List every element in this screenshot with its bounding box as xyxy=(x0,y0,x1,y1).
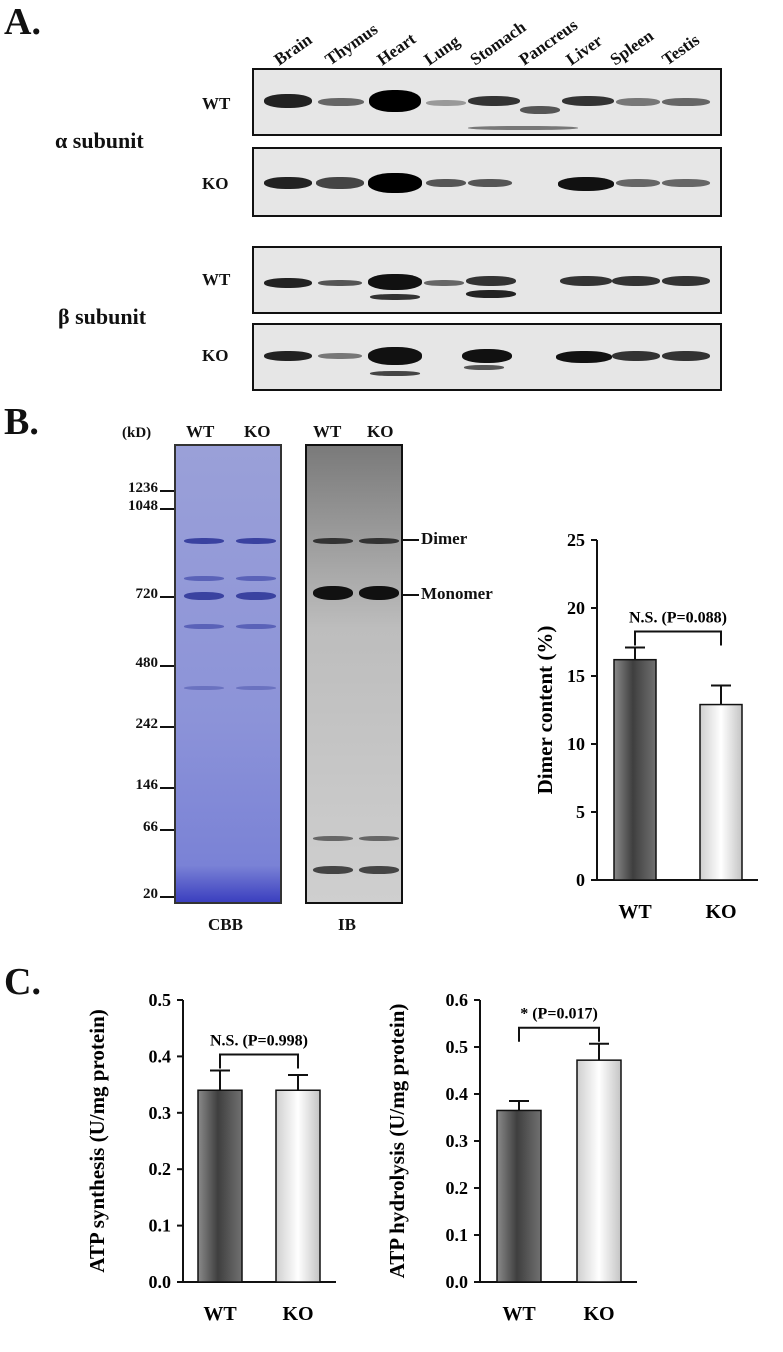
dimer-pointer xyxy=(403,539,419,541)
beta-subunit-label: β subunit xyxy=(58,304,147,329)
dimer-label: Dimer xyxy=(421,529,468,548)
marker-20: 20 xyxy=(143,886,158,902)
marker-tick xyxy=(160,726,174,728)
ib-gel xyxy=(305,444,403,904)
significance-bracket xyxy=(219,1053,299,1069)
y-tick-label: 0.0 xyxy=(149,1272,172,1292)
y-tick-label: 15 xyxy=(567,666,585,686)
x-tick-label: KO xyxy=(705,901,736,923)
marker-tick xyxy=(160,490,174,492)
row-label-wt-beta: WT xyxy=(202,270,231,289)
monomer-label: Monomer xyxy=(421,584,493,603)
y-tick-label: 0.3 xyxy=(446,1131,469,1151)
x-tick-label: WT xyxy=(203,1303,237,1325)
panel-b-label: B. xyxy=(4,401,39,443)
y-tick-label: 0.1 xyxy=(149,1216,172,1236)
cbb-gel xyxy=(174,444,282,904)
x-tick-label: KO xyxy=(583,1303,614,1325)
marker-tick xyxy=(160,596,174,598)
y-tick-label: 0.6 xyxy=(446,990,469,1010)
significance-label: N.S. (P=0.998) xyxy=(210,1033,308,1050)
cbb-label: CBB xyxy=(208,915,243,934)
bar-wt xyxy=(197,1089,243,1283)
marker-1048: 1048 xyxy=(128,498,158,514)
y-tick-label: 0.1 xyxy=(446,1225,469,1245)
marker-242: 242 xyxy=(135,716,159,732)
bar-wt xyxy=(496,1109,542,1283)
blot-alpha-wt xyxy=(252,68,722,136)
monomer-pointer xyxy=(403,594,419,596)
alpha-subunit-label: α subunit xyxy=(55,128,144,153)
y-tick-label: 10 xyxy=(567,734,585,754)
ib-lane-wt: WT xyxy=(313,422,342,441)
significance-label: N.S. (P=0.088) xyxy=(629,609,727,626)
marker-tick xyxy=(160,665,174,667)
blot-beta-wt xyxy=(252,246,722,314)
y-axis-label: ATP hydrolysis (U/mg protein) xyxy=(385,1004,409,1279)
significance-bracket xyxy=(634,630,722,646)
marker-480: 480 xyxy=(135,655,159,671)
y-tick-label: 0.4 xyxy=(446,1084,469,1104)
y-tick-label: 25 xyxy=(567,530,585,550)
y-tick-label: 0.3 xyxy=(149,1103,172,1123)
blot-beta-ko xyxy=(252,323,722,391)
significance-bracket xyxy=(518,1026,600,1042)
marker-tick xyxy=(160,508,174,510)
bar-wt xyxy=(613,658,657,881)
cbb-lane-ko: KO xyxy=(244,422,271,441)
marker-66: 66 xyxy=(143,819,158,835)
marker-1236: 1236 xyxy=(128,480,158,496)
x-tick-label: WT xyxy=(618,901,652,923)
panel-a-label: A. xyxy=(4,1,41,43)
y-tick-label: 0.2 xyxy=(446,1178,469,1198)
row-label-ko-beta: KO xyxy=(202,346,229,365)
bar-ko xyxy=(275,1089,321,1283)
y-tick-label: 0 xyxy=(576,870,585,890)
kd-label: (kD) xyxy=(122,425,152,441)
panel-c-label: C. xyxy=(4,961,41,1003)
y-tick-label: 0.0 xyxy=(446,1272,469,1292)
y-tick-label: 0.4 xyxy=(149,1046,172,1066)
y-tick-label: 0.5 xyxy=(149,990,172,1010)
ib-lane-ko: KO xyxy=(367,422,394,441)
y-tick-label: 5 xyxy=(576,802,585,822)
blot-alpha-ko xyxy=(252,147,722,217)
y-tick-label: 0.5 xyxy=(446,1037,469,1057)
marker-tick xyxy=(160,829,174,831)
marker-tick xyxy=(160,787,174,789)
y-axis-label: Dimer content (%) xyxy=(533,626,557,795)
bar-ko xyxy=(576,1059,622,1283)
bar-ko xyxy=(699,703,743,881)
marker-tick xyxy=(160,896,174,898)
x-tick-label: WT xyxy=(502,1303,536,1325)
y-axis-label: ATP synthesis (U/mg protein) xyxy=(85,1009,109,1272)
x-tick-label: KO xyxy=(282,1303,313,1325)
y-tick-label: 0.2 xyxy=(149,1159,172,1179)
row-label-ko-alpha: KO xyxy=(202,174,229,193)
marker-720: 720 xyxy=(135,586,159,602)
marker-146: 146 xyxy=(135,777,159,793)
y-tick-label: 20 xyxy=(567,598,585,618)
row-label-wt-alpha: WT xyxy=(202,94,231,113)
significance-label: * (P=0.017) xyxy=(520,1006,598,1023)
cbb-lane-wt: WT xyxy=(186,422,215,441)
ib-label: IB xyxy=(338,915,356,934)
